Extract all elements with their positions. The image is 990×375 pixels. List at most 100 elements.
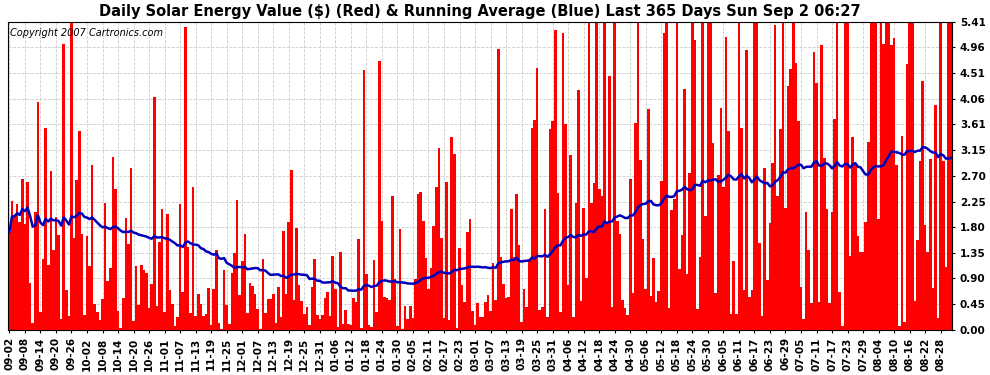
Bar (640, 160, 642, 330)
Bar (337, 327, 340, 330)
Bar (143, 270, 146, 330)
Bar (763, 168, 766, 330)
Bar (93, 304, 96, 330)
Bar (673, 200, 675, 330)
Bar (911, 22, 914, 330)
Bar (261, 259, 264, 330)
Bar (375, 312, 378, 330)
Bar (601, 196, 603, 330)
Bar (632, 293, 635, 330)
Bar (681, 235, 683, 330)
Bar (888, 22, 890, 330)
Bar (463, 302, 466, 330)
Bar (391, 196, 394, 330)
Bar (34, 212, 37, 330)
Bar (614, 22, 616, 330)
Bar (616, 220, 619, 330)
Bar (266, 299, 269, 330)
Bar (497, 50, 500, 330)
Bar (686, 274, 688, 330)
Bar (67, 316, 70, 330)
Bar (647, 109, 649, 330)
Bar (244, 234, 247, 330)
Bar (420, 192, 422, 330)
Bar (378, 61, 380, 330)
Bar (492, 263, 494, 330)
Bar (311, 287, 314, 330)
Bar (218, 323, 220, 330)
Bar (78, 131, 80, 330)
Bar (272, 294, 274, 330)
Bar (627, 315, 629, 330)
Bar (715, 293, 717, 330)
Bar (11, 201, 13, 330)
Bar (750, 290, 753, 330)
Bar (327, 292, 329, 330)
Bar (582, 208, 585, 330)
Bar (306, 307, 308, 330)
Bar (534, 120, 536, 330)
Bar (334, 289, 337, 330)
Bar (528, 259, 531, 330)
Bar (91, 165, 93, 330)
Bar (466, 232, 468, 330)
Bar (282, 231, 285, 330)
Bar (114, 189, 117, 330)
Bar (810, 303, 813, 330)
Bar (733, 261, 735, 330)
Bar (88, 266, 91, 330)
Bar (660, 181, 662, 330)
Bar (781, 22, 784, 330)
Bar (130, 168, 133, 330)
Bar (248, 283, 251, 330)
Bar (332, 256, 334, 330)
Bar (122, 298, 125, 330)
Bar (787, 86, 789, 330)
Bar (561, 33, 564, 330)
Bar (826, 209, 829, 330)
Bar (906, 64, 909, 330)
Bar (412, 318, 414, 330)
Bar (215, 250, 218, 330)
Bar (362, 70, 365, 330)
Bar (133, 321, 135, 330)
Bar (494, 300, 497, 330)
Bar (455, 328, 458, 330)
Bar (158, 242, 160, 330)
Bar (735, 314, 738, 330)
Bar (205, 314, 207, 330)
Bar (146, 273, 148, 330)
Bar (86, 236, 88, 330)
Bar (109, 268, 112, 330)
Bar (846, 22, 848, 330)
Bar (104, 203, 106, 330)
Bar (869, 22, 872, 330)
Bar (223, 270, 226, 330)
Bar (882, 44, 885, 330)
Bar (795, 63, 797, 330)
Bar (779, 129, 781, 330)
Bar (73, 238, 75, 330)
Bar (479, 317, 481, 330)
Bar (8, 231, 11, 330)
Bar (508, 297, 510, 330)
Bar (510, 209, 513, 330)
Bar (730, 314, 733, 330)
Bar (65, 290, 67, 330)
Bar (407, 319, 409, 330)
Bar (16, 204, 19, 330)
Bar (864, 222, 867, 330)
Bar (253, 294, 256, 330)
Bar (559, 312, 561, 330)
Bar (836, 22, 839, 330)
Bar (125, 218, 127, 330)
Bar (539, 310, 541, 330)
Bar (226, 305, 228, 330)
Bar (927, 252, 929, 330)
Bar (54, 217, 57, 330)
Bar (354, 302, 357, 330)
Bar (851, 137, 854, 330)
Bar (768, 223, 771, 330)
Bar (62, 44, 65, 330)
Bar (893, 38, 895, 330)
